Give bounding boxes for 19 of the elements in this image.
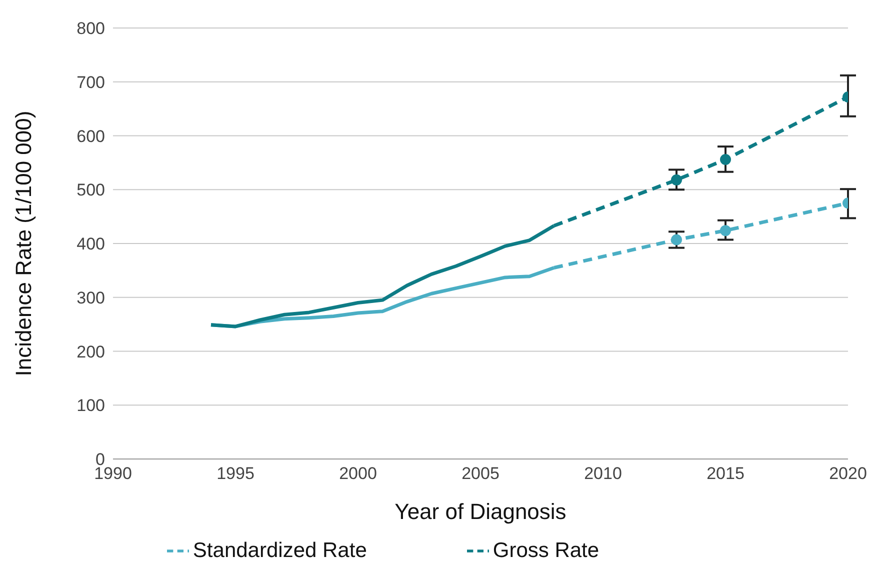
x-tick-label: 2005 (462, 464, 500, 484)
y-tick-label: 300 (76, 288, 105, 308)
x-tick-label: 2020 (829, 464, 867, 484)
y-tick-label: 700 (76, 72, 105, 92)
legend-label: Gross Rate (492, 539, 600, 562)
x-tick-label: 2010 (584, 464, 622, 484)
y-tick-label: 200 (76, 342, 105, 362)
legend-label: Standardized Rate (192, 539, 367, 562)
y-tick-label: 100 (76, 396, 105, 416)
x-tick-label: 2015 (706, 464, 744, 484)
y-axis-title: Incidence Rate (1/100 000) (10, 110, 36, 376)
y-tick-label: 400 (76, 234, 105, 254)
x-tick-label: 2000 (339, 464, 377, 484)
x-tick-label: 1995 (216, 464, 254, 484)
x-axis-title: Year of Diagnosis (394, 499, 566, 524)
x-tick-label: 1990 (94, 464, 132, 484)
y-tick-label: 500 (76, 180, 105, 200)
y-tick-label: 800 (76, 19, 105, 38)
y-tick-label: 600 (76, 126, 105, 146)
